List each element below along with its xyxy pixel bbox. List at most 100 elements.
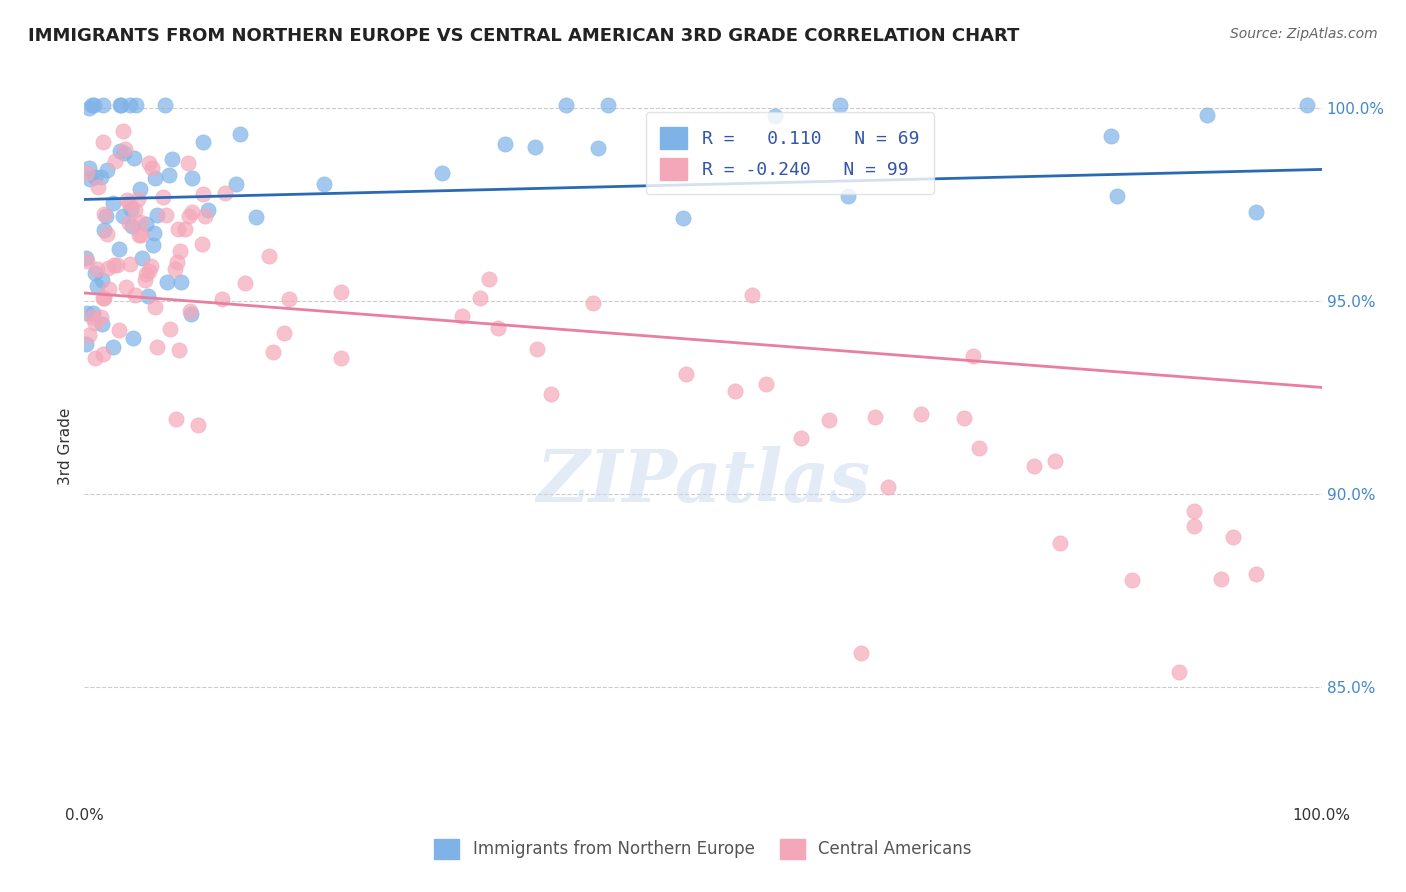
Point [76, 306, 98, 320]
Point [837, 188, 859, 202]
Point [146, 208, 169, 222]
Point [1182, 503, 1205, 517]
Point [180, 307, 202, 321]
Point [1167, 665, 1189, 679]
Point [877, 480, 900, 494]
Point [671, 211, 693, 225]
Point [105, 258, 128, 272]
Point [111, 124, 134, 138]
Point [96, 162, 118, 177]
Point [181, 205, 204, 219]
Point [967, 441, 990, 455]
Point [962, 349, 984, 363]
Point [124, 203, 146, 218]
Point [1182, 519, 1205, 533]
Point [1024, 459, 1046, 474]
Point [97, 261, 120, 276]
Point [166, 254, 188, 268]
Point [177, 156, 200, 170]
Point [91, 291, 114, 305]
Point [143, 300, 166, 314]
Point [1211, 572, 1233, 586]
Point [312, 178, 335, 192]
Point [103, 258, 125, 272]
Point [86, 278, 108, 293]
Point [90, 317, 112, 331]
Point [146, 340, 169, 354]
Point [596, 97, 619, 112]
Point [245, 210, 267, 224]
Point [169, 244, 191, 259]
Point [77, 328, 100, 343]
Point [468, 291, 491, 305]
Text: ZIPatlas: ZIPatlas [536, 446, 870, 517]
Point [128, 215, 150, 229]
Point [128, 182, 150, 196]
Point [157, 168, 180, 182]
Point [755, 376, 778, 391]
Y-axis label: 3rd Grade: 3rd Grade [58, 408, 73, 484]
Point [329, 285, 352, 300]
Point [181, 171, 204, 186]
Point [179, 304, 201, 318]
Point [107, 242, 129, 256]
Point [1246, 566, 1268, 581]
Point [142, 227, 165, 241]
Point [115, 279, 138, 293]
Point [430, 166, 453, 180]
Point [93, 97, 115, 112]
Point [191, 135, 214, 149]
Point [83, 97, 105, 112]
Point [118, 257, 141, 271]
Point [108, 144, 131, 158]
Point [120, 202, 142, 216]
Point [118, 216, 141, 230]
Point [910, 407, 932, 421]
Point [129, 228, 152, 243]
Point [83, 351, 105, 365]
Point [1197, 108, 1219, 122]
Point [90, 169, 112, 184]
Point [160, 153, 183, 167]
Point [142, 238, 165, 252]
Point [138, 263, 160, 277]
Point [1121, 574, 1143, 588]
Point [134, 273, 156, 287]
Point [79, 172, 101, 186]
Point [131, 252, 153, 266]
Point [450, 309, 472, 323]
Point [84, 266, 107, 280]
Point [86, 261, 108, 276]
Point [96, 227, 118, 241]
Point [75, 251, 97, 265]
Point [165, 262, 187, 277]
Point [675, 367, 697, 381]
Point [90, 310, 112, 324]
Point [169, 275, 191, 289]
Point [93, 206, 115, 220]
Point [278, 292, 301, 306]
Point [121, 219, 143, 233]
Point [526, 342, 548, 356]
Point [80, 310, 103, 324]
Point [143, 170, 166, 185]
Point [229, 127, 252, 141]
Point [122, 151, 145, 165]
Point [849, 646, 872, 660]
Point [91, 273, 114, 287]
Point [80, 97, 103, 112]
Point [865, 409, 887, 424]
Point [329, 351, 352, 366]
Point [586, 141, 609, 155]
Point [103, 339, 125, 353]
Point [177, 209, 200, 223]
Point [112, 145, 135, 160]
Point [741, 288, 763, 302]
Point [159, 322, 181, 336]
Point [818, 413, 841, 427]
Point [141, 161, 163, 175]
Point [486, 321, 509, 335]
Point [259, 249, 281, 263]
Point [166, 222, 188, 236]
Point [952, 411, 974, 425]
